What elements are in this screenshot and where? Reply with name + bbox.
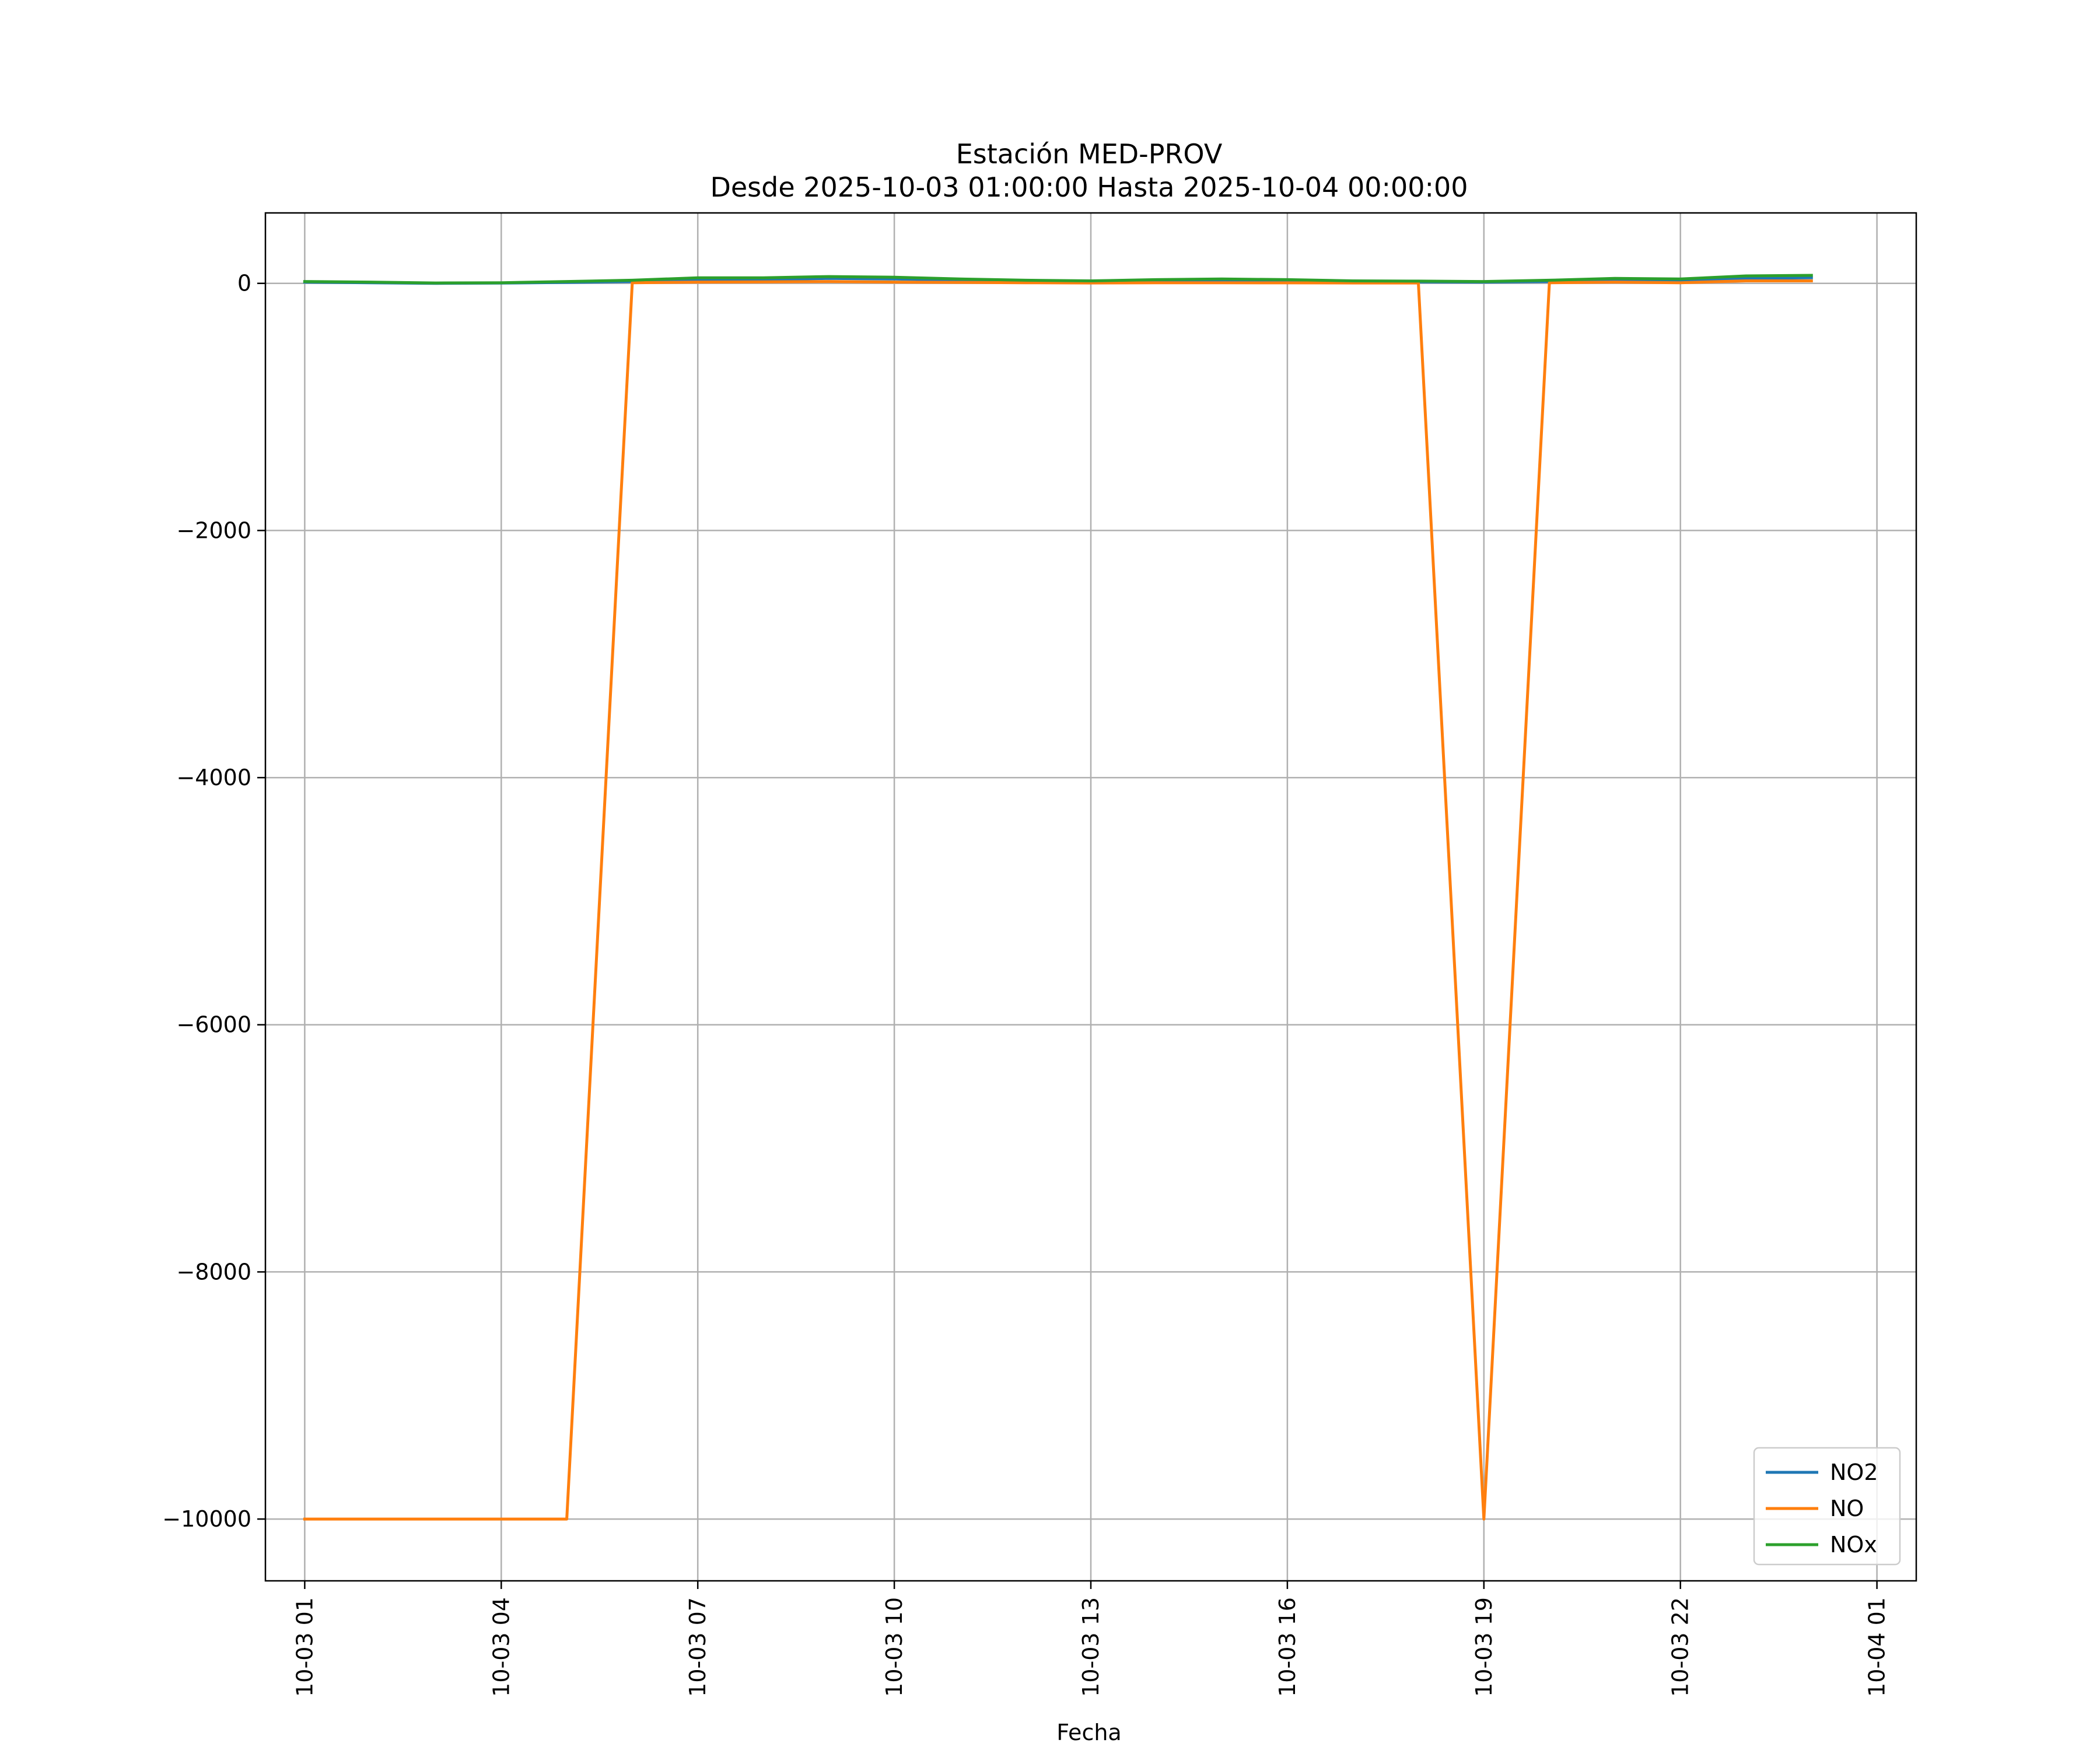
x-tick-label: 10-04 01 [1864, 1597, 1890, 1697]
x-axis: 10-03 01 10-03 04 10-03 07 10-03 10 10-03 13… [292, 1581, 1890, 1697]
chart-title: Estación MED-PROV [956, 138, 1223, 170]
y-tick-label: −10000 [162, 1506, 251, 1532]
x-tick-label: 10-03 19 [1471, 1597, 1497, 1697]
x-tick-label: 10-03 13 [1078, 1597, 1104, 1697]
y-axis: 0 −2000 −4000 −6000 −8000 −10000 [162, 271, 265, 1532]
legend-label-no2: NO2 [1830, 1460, 1878, 1485]
series-line-nox [303, 274, 1813, 285]
series-line-no [303, 279, 1813, 1521]
legend: NO2 NO NOx [1753, 1447, 1901, 1566]
x-tick-label: 10-03 04 [488, 1597, 514, 1697]
x-tick-label: 10-03 22 [1668, 1597, 1693, 1697]
x-tick-label: 10-03 16 [1275, 1597, 1300, 1697]
x-axis-label: Fecha [1056, 1720, 1121, 1745]
legend-box [1753, 1447, 1901, 1566]
chart-subtitle: Desde 2025-10-03 01:00:00 Hasta 2025-10-… [710, 172, 1468, 203]
x-tick-label: 10-03 01 [292, 1597, 317, 1697]
y-tick-label: −4000 [176, 765, 251, 790]
y-tick-label: −6000 [176, 1012, 251, 1038]
legend-label-nox: NOx [1830, 1532, 1877, 1558]
series-lines [303, 274, 1813, 1521]
y-tick-label: −2000 [176, 517, 251, 543]
y-tick-label: 0 [237, 271, 251, 296]
legend-label-no: NO [1830, 1496, 1864, 1521]
y-tick-label: −8000 [176, 1259, 251, 1284]
x-tick-label: 10-03 10 [881, 1597, 907, 1697]
grid [265, 213, 1916, 1581]
x-tick-label: 10-03 07 [685, 1597, 710, 1697]
